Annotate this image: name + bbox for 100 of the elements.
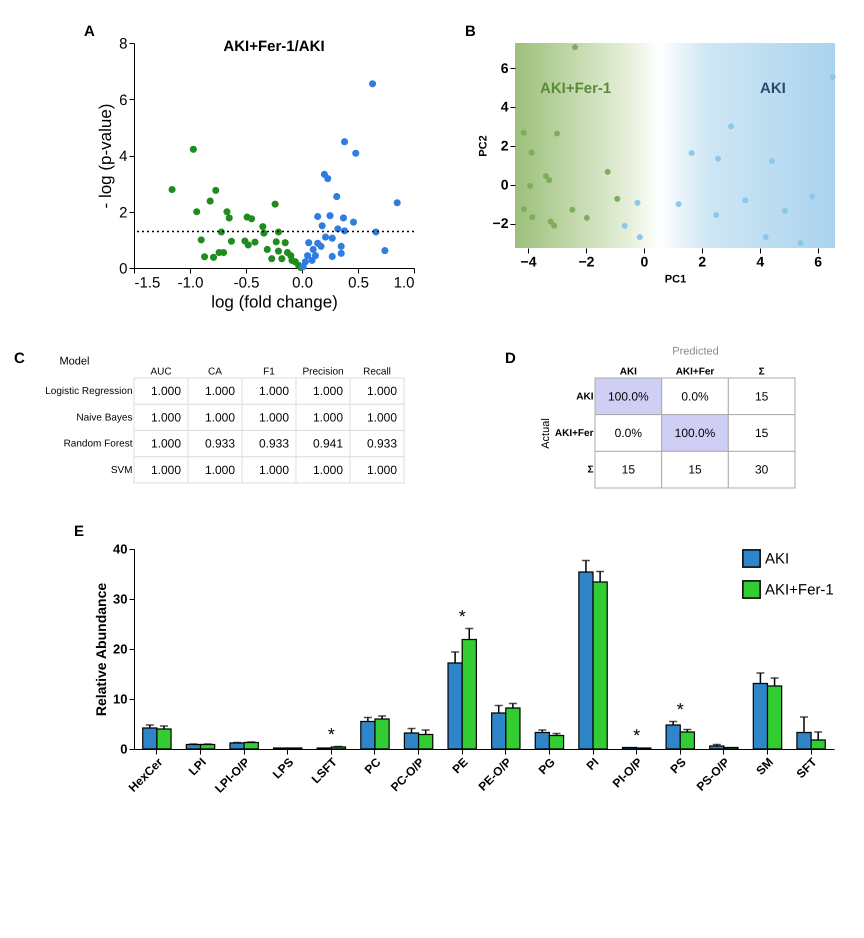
data-label: 1.000	[150, 462, 182, 477]
x-tick-label: LPI	[186, 755, 209, 778]
point	[634, 200, 640, 206]
y-axis-title: PC2	[478, 135, 490, 157]
point	[520, 130, 527, 136]
annotation: AKI	[760, 80, 786, 97]
point	[542, 173, 549, 180]
y-tick-label: AKI	[576, 391, 594, 402]
text: C	[14, 350, 25, 367]
data-label: 1.000	[204, 384, 236, 398]
data-label: 30	[754, 462, 769, 477]
data-label: 0.933	[204, 436, 236, 451]
x-tick-label: 6	[814, 254, 822, 270]
point	[676, 201, 682, 208]
y-axis-title: Actual	[540, 418, 552, 449]
point	[728, 123, 734, 130]
point	[715, 156, 722, 162]
data-label: 1.000	[204, 462, 236, 477]
data-label: 1.000	[258, 410, 290, 424]
point	[830, 74, 836, 80]
y-tick-label: Logistic Regression	[45, 386, 132, 398]
x-tick-label: -0.5	[234, 274, 260, 292]
annotation: AKI+Fer-1	[540, 80, 612, 97]
point	[548, 218, 554, 225]
data-label: 1.000	[258, 462, 290, 477]
data-label: 0.0%	[614, 426, 642, 440]
annotation: *	[458, 606, 466, 626]
x-tick-label: Σ	[758, 366, 765, 378]
x-tick-label: PC	[362, 754, 384, 777]
point	[782, 208, 788, 214]
data-label: 100.0%	[608, 389, 650, 404]
data-label: 15	[622, 462, 636, 477]
point	[614, 196, 620, 202]
y-tick-label: 0	[120, 742, 128, 756]
x-tick-label: AKI+Fer	[676, 366, 714, 378]
x-tick-label: Recall	[363, 366, 391, 378]
y-axis-title: - log (p-value)	[96, 104, 116, 208]
point	[546, 177, 552, 184]
annotation: *	[633, 726, 640, 746]
x-tick-label: 1.0	[394, 274, 414, 292]
x-tick-label: 0	[640, 254, 648, 270]
y-tick-label: −2	[492, 215, 509, 232]
point	[622, 222, 628, 229]
x-tick-label: −4	[520, 254, 537, 270]
y-axis-title: Relative Abundance	[93, 582, 110, 716]
y-tick-label: 20	[113, 642, 128, 656]
y-tick-label: Σ	[587, 464, 594, 476]
x-tick-label: 0.5	[348, 274, 369, 292]
data-label: 1.000	[150, 384, 182, 398]
point	[742, 197, 748, 204]
chart-title: AKI+Fer-1/AKI	[223, 38, 325, 55]
x-tick-label: 4	[756, 254, 764, 270]
text: E	[74, 523, 84, 540]
data-label: 1.000	[204, 410, 236, 424]
x-tick-label: -1.0	[178, 274, 204, 292]
data-label: 100.0%	[674, 426, 716, 440]
data-label: 1.000	[150, 410, 182, 424]
x-tick-label: PG	[536, 755, 558, 778]
y-tick-label: Random Forest	[64, 438, 133, 450]
y-axis-title: Model	[60, 356, 90, 368]
text: B	[465, 23, 476, 40]
x-tick-label: PE	[449, 755, 471, 776]
data-label: 1.000	[312, 462, 344, 477]
point	[554, 130, 560, 137]
data-label: 1.000	[366, 410, 398, 424]
y-tick-label: 6	[119, 92, 128, 109]
data-label: 15	[688, 462, 702, 477]
x-tick-label: 2	[698, 254, 706, 270]
point	[688, 150, 695, 156]
data-label: 0.0%	[681, 389, 709, 404]
y-tick-label: 10	[113, 692, 128, 706]
text: D	[505, 350, 516, 367]
x-tick-label: CA	[208, 366, 222, 378]
x-tick-label: F1	[263, 366, 276, 378]
point	[572, 44, 578, 50]
y-tick-label: 30	[113, 592, 128, 606]
data-label: 15	[754, 389, 769, 404]
point	[809, 193, 816, 200]
data-label: 1.000	[366, 384, 398, 398]
x-axis-title: Predicted	[672, 346, 719, 358]
y-tick-label: AKI+Fer	[554, 428, 594, 439]
point	[604, 168, 611, 175]
y-tick-label: 2	[119, 204, 128, 222]
point	[569, 206, 576, 213]
data-label: 0.941	[312, 436, 344, 451]
data-label: 1.000	[312, 410, 344, 424]
text: A	[84, 23, 95, 40]
x-tick-label: PS	[668, 755, 689, 776]
point	[798, 240, 804, 246]
point	[762, 234, 769, 240]
point	[584, 214, 590, 221]
x-tick-label: AUC	[150, 366, 172, 378]
point	[527, 182, 534, 189]
y-tick-label: 8	[119, 36, 128, 52]
y-tick-label: 4	[119, 148, 128, 165]
point	[768, 158, 775, 164]
point	[551, 222, 558, 229]
x-axis-title: log (fold change)	[211, 292, 338, 312]
annotation: *	[328, 724, 335, 744]
y-tick-label: 4	[500, 98, 509, 115]
